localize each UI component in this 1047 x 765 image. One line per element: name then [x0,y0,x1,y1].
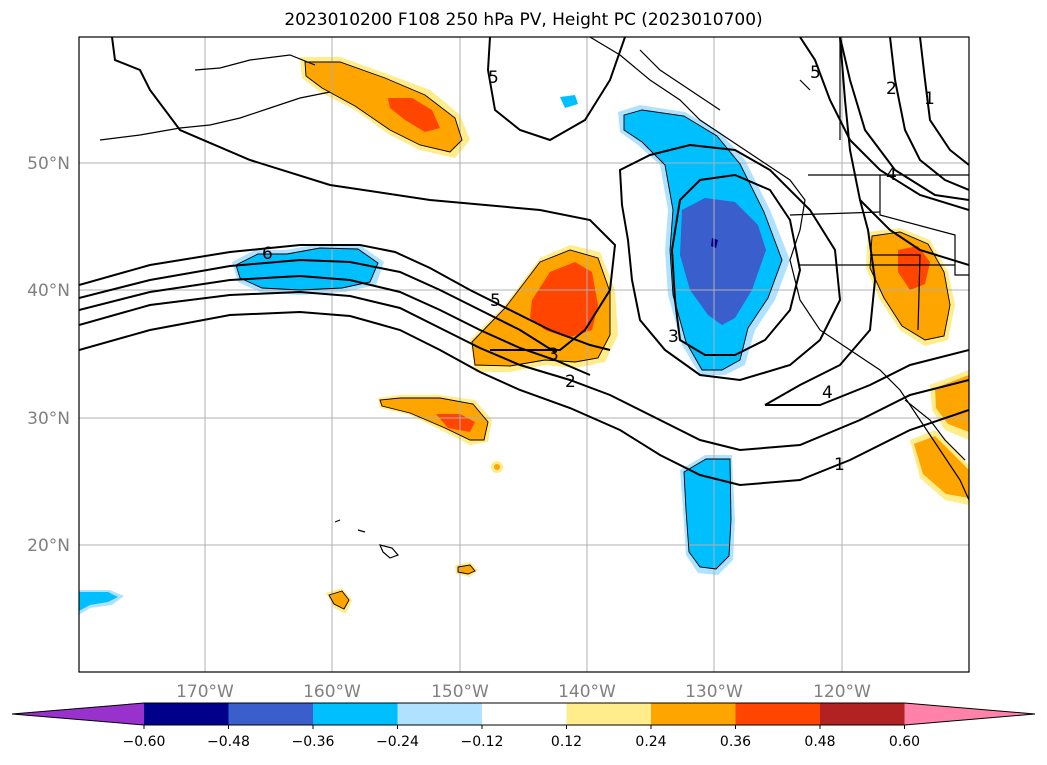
colorbar-tick-label: −0.24 [376,734,419,750]
colorbar-tick-label: −0.48 [207,734,250,750]
contour-labels: 6 5 3 2 5 3 4 1 5 2 1 4 [262,63,935,475]
colorbar-tick-label: 0.60 [889,734,920,750]
lon-label: 160°W [303,682,361,702]
map-title: 2023010200 F108 250 hPa PV, Height PC (2… [284,10,763,30]
lon-label: 170°W [176,682,234,702]
lon-label: 130°W [685,682,743,702]
colorbar-segment [313,703,398,725]
colorbar-segment [228,703,314,725]
colorbar-segment [820,703,905,725]
colorbar-segment [566,703,652,725]
lat-label: 40°N [27,281,70,301]
lat-label: 20°N [27,536,70,556]
height-contours [79,37,969,487]
colorbar-segment [482,703,567,725]
colorbar-tick-label: 0.36 [720,734,751,750]
contour-label: 3 [668,327,679,347]
colorbar-tick-label: 0.12 [551,734,582,750]
colorbar-extend-low [12,703,144,725]
colorbar-tick-label: −0.36 [292,734,335,750]
colorbar-tick-label: 0.24 [635,734,666,750]
contour-label: 6 [262,244,273,264]
contour-label: 4 [886,165,897,185]
lon-label: 150°W [431,682,489,702]
pv-contour-outlines [235,61,951,610]
colorbar-tick-label: −0.12 [461,734,504,750]
latitude-labels: 50°N 40°N 30°N 20°N [27,154,70,556]
contour-label: 5 [810,63,821,83]
colorbar-segment [735,703,821,725]
contour-label: 5 [490,291,501,311]
colorbar-extend-high [904,703,1035,725]
colorbar-tick-label: −0.60 [123,734,166,750]
colorbar-segment [144,703,229,725]
lat-label: 50°N [27,154,70,174]
lon-label: 120°W [813,682,871,702]
colorbar-segment [397,703,483,725]
plot-frame [78,36,970,673]
contour-label: 1 [834,455,845,475]
contour-label: 4 [822,383,833,403]
contour-label: 2 [565,372,576,392]
lat-label: 30°N [27,409,70,429]
lon-label: 140°W [558,682,616,702]
colorbar-segment [651,703,736,725]
map-plot-area: 6 5 3 2 5 3 4 1 5 2 1 4 [79,37,969,672]
contour-label: 5 [488,68,499,88]
colorbar-tick-label: 0.48 [804,734,835,750]
contour-label: 1 [924,89,935,109]
graticule [79,37,969,672]
colorbar: −0.60 −0.48 −0.36 −0.24 −0.12 0.12 0.24 0.36 0.4… [11,702,1036,750]
contour-label: 3 [548,345,559,365]
contour-label: 2 [886,79,897,99]
longitude-labels: 170°W 160°W 150°W 140°W 130°W 120°W [176,682,871,702]
